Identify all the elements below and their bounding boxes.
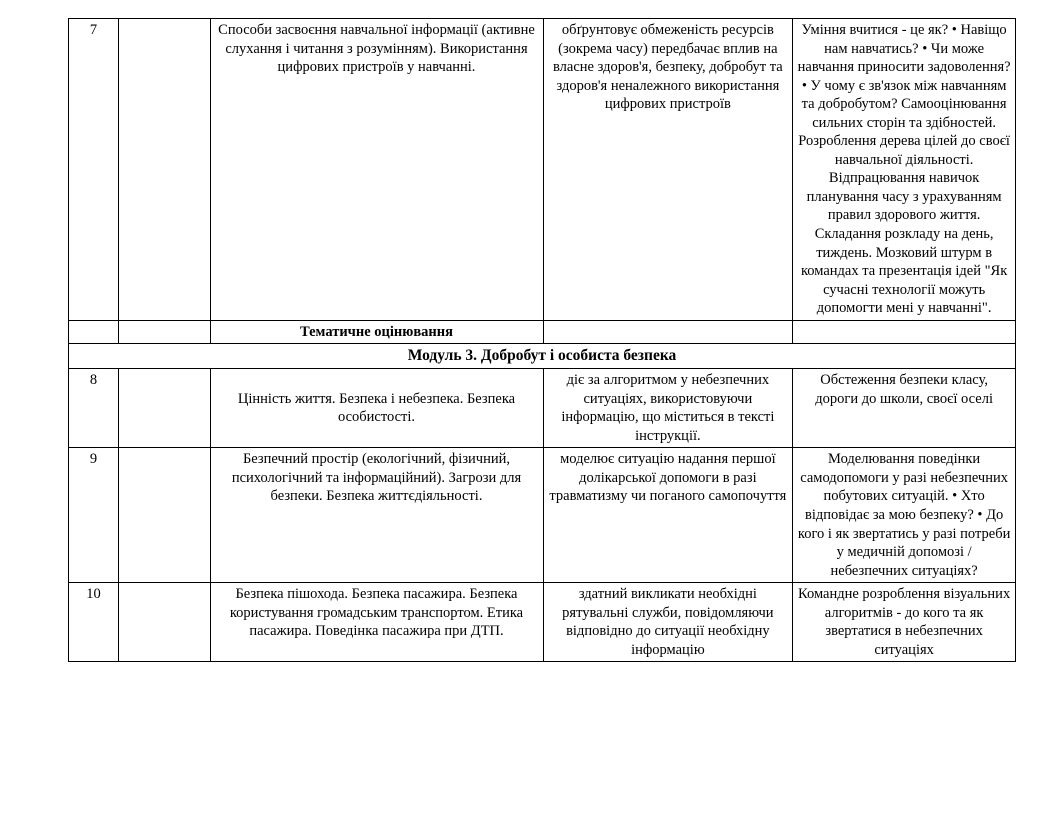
thematic-blank-4 bbox=[793, 320, 1016, 344]
row-skill: діє за алгоритмом у небезпечних ситуація… bbox=[543, 369, 793, 448]
table-row: 7 Способи засвоєння навчальної інформаці… bbox=[69, 19, 1016, 321]
curriculum-table: 7 Способи засвоєння навчальної інформаці… bbox=[68, 18, 1016, 662]
row-number: 9 bbox=[69, 448, 119, 583]
row-topic: Безпека пішохода. Безпека пасажира. Безп… bbox=[210, 583, 543, 662]
row-number: 8 bbox=[69, 369, 119, 448]
row-blank bbox=[118, 19, 210, 321]
module-header-row: Модуль 3. Добробут і особиста безпека bbox=[69, 344, 1016, 369]
row-activity: Обстеження безпеки класу, дороги до школ… bbox=[793, 369, 1016, 448]
row-blank bbox=[118, 369, 210, 448]
thematic-blank-3 bbox=[543, 320, 793, 344]
row-activity: Командне розроблення візуальних алгоритм… bbox=[793, 583, 1016, 662]
row-topic: Цінність життя. Безпека і небезпека. Без… bbox=[210, 369, 543, 448]
thematic-blank-2 bbox=[118, 320, 210, 344]
row-blank bbox=[118, 583, 210, 662]
table-row: 10 Безпека пішохода. Безпека пасажира. Б… bbox=[69, 583, 1016, 662]
row-blank bbox=[118, 448, 210, 583]
row-skill: обґрунтовує обмеженість ресурсів (зокрем… bbox=[543, 19, 793, 321]
thematic-label: Тематичне оцінювання bbox=[210, 320, 543, 344]
row-skill: моделює ситуацію надання першої долікарс… bbox=[543, 448, 793, 583]
row-topic-text: Цінність життя. Безпека і небезпека. Без… bbox=[238, 391, 515, 426]
row-activity: Моделювання поведінки самодопомоги у раз… bbox=[793, 448, 1016, 583]
module-header: Модуль 3. Добробут і особиста безпека bbox=[69, 344, 1016, 369]
thematic-blank-1 bbox=[69, 320, 119, 344]
row-topic: Способи засвоєння навчальної інформації … bbox=[210, 19, 543, 321]
row-activity: Уміння вчитися - це як? • Навіщо нам нав… bbox=[793, 19, 1016, 321]
row-skill: здатний викликати необхідні рятувальні с… bbox=[543, 583, 793, 662]
table-row: 8 Цінність життя. Безпека і небезпека. Б… bbox=[69, 369, 1016, 448]
document-page: 7 Способи засвоєння навчальної інформаці… bbox=[0, 0, 1056, 680]
row-number: 10 bbox=[69, 583, 119, 662]
row-number: 7 bbox=[69, 19, 119, 321]
table-row: 9 Безпечний простір (екологічний, фізичн… bbox=[69, 448, 1016, 583]
row-topic: Безпечний простір (екологічний, фізичний… bbox=[210, 448, 543, 583]
thematic-row: Тематичне оцінювання bbox=[69, 320, 1016, 344]
